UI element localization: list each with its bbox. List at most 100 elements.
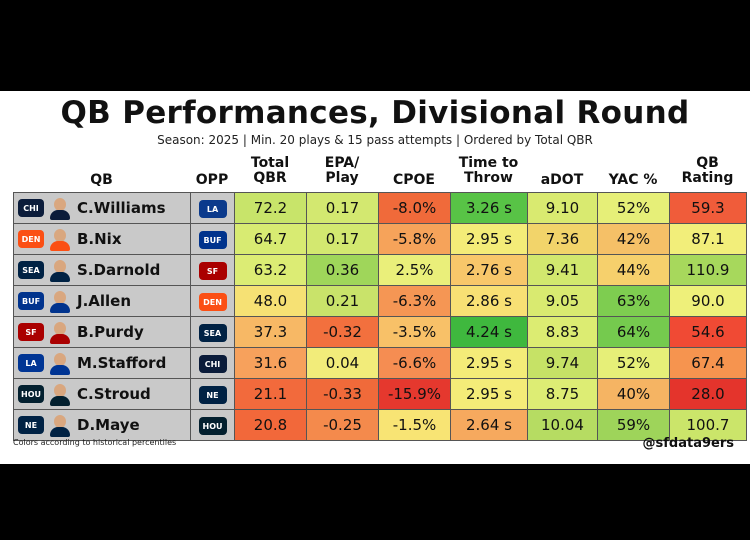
column-header-adot: aDOT [527,173,597,188]
column-header-line: EPA/ [324,155,360,171]
column-header-line: Time to [458,155,519,171]
qb-cell: LA M.Stafford [13,347,191,379]
value-cell-adot: 8.83 [527,316,598,348]
value-cell-time-to-throw: 2.76 s [450,254,528,286]
table-row: LA M.Stafford CHI 31.6 0.04 -6.6% 2.95 s 9.74 52… [13,347,747,379]
opponent-logo-icon: NE [198,386,227,405]
value-cell-time-to-throw: 2.95 s [450,347,528,379]
opponent-cell: NE [190,378,235,410]
opponent-logo-icon: BUF [198,231,227,250]
value-cell-time-to-throw: 2.64 s [450,409,528,441]
table-row: HOU C.Stroud NE 21.1 -0.33 -15.9% 2.95 s 8.75 40… [13,378,747,410]
qb-cell-content: LA M.Stafford [14,348,190,378]
headshot-jersey [50,365,70,375]
qb-cell: SF B.Purdy [13,316,191,348]
column-header-line: YAC % [608,172,658,188]
table-row: BUF J.Allen DEN 48.0 0.21 -6.3% 2.86 s 9.05 63% 9… [13,285,747,317]
value-cell-cpoe: -5.8% [378,223,451,255]
value-cell-cpoe: 2.5% [378,254,451,286]
chart-card: QB Performances, Divisional Round Season… [0,91,750,464]
table-row: NE D.Maye HOU 20.8 -0.25 -1.5% 2.64 s 10.04 59% 1… [13,409,747,441]
value-cell-total-qbr: 21.1 [234,378,307,410]
value-cell-total-qbr: 20.8 [234,409,307,441]
column-header-cpoe: CPOE [378,173,450,188]
value-cell-cpoe: -1.5% [378,409,451,441]
qb-cell: HOU C.Stroud [13,378,191,410]
headshot-face [54,229,66,242]
column-header-yac-pct: YAC % [597,173,669,188]
value-cell-yac-pct: 52% [597,347,670,379]
column-header-qb: QB [13,173,190,188]
table-row: CHI C.Williams LA 72.2 0.17 -8.0% 3.26 s 9.10 52… [13,192,747,224]
player-headshot-icon [49,227,71,251]
value-cell-time-to-throw: 4.24 s [450,316,528,348]
value-cell-cpoe: -6.3% [378,285,451,317]
value-cell-qb-rating: 28.0 [669,378,747,410]
player-headshot-icon [49,382,71,406]
opponent-logo-icon: SEA [198,324,227,343]
qb-name: J.Allen [77,292,132,310]
team-logo-icon: CHI [18,199,44,217]
credit-handle: @sfdata9ers [642,436,734,451]
headshot-jersey [50,427,70,437]
table-row: SF B.Purdy SEA 37.3 -0.32 -3.5% 4.24 s 8.83 64% 5… [13,316,747,348]
player-headshot-icon [49,289,71,313]
team-logo-icon: SEA [18,261,44,279]
value-cell-total-qbr: 37.3 [234,316,307,348]
value-cell-yac-pct: 44% [597,254,670,286]
headshot-face [54,322,66,335]
headshot-face [54,353,66,366]
team-logo-icon: NE [18,416,44,434]
headshot-face [54,198,66,211]
value-cell-time-to-throw: 3.26 s [450,192,528,224]
opponent-logo-icon: SF [198,262,227,281]
value-cell-epa-per-play: -0.25 [306,409,379,441]
column-header-line: Total [250,155,290,171]
qb-cell-content: SEA S.Darnold [14,255,190,285]
column-header-line: QBR [253,170,287,186]
column-header-line: QB [90,172,113,188]
qb-cell: NE D.Maye [13,409,191,441]
headshot-jersey [50,303,70,313]
team-logo-icon: SF [18,323,44,341]
value-cell-adot: 9.10 [527,192,598,224]
chart-title: QB Performances, Divisional Round [60,95,690,131]
value-cell-yac-pct: 42% [597,223,670,255]
value-cell-qb-rating: 67.4 [669,347,747,379]
value-cell-total-qbr: 63.2 [234,254,307,286]
column-header-line: aDOT [540,172,584,188]
player-headshot-icon [49,258,71,282]
column-header-line: Play [325,170,359,186]
qb-cell-content: HOU C.Stroud [14,379,190,409]
qb-cell-content: NE D.Maye [14,410,190,440]
column-header-line: Throw [464,170,513,186]
column-header-total-qbr: Total QBR [234,156,306,186]
qb-name: B.Purdy [77,323,144,341]
opponent-cell: CHI [190,347,235,379]
qb-cell: BUF J.Allen [13,285,191,317]
value-cell-adot: 9.05 [527,285,598,317]
value-cell-adot: 8.75 [527,378,598,410]
value-cell-yac-pct: 64% [597,316,670,348]
value-cell-qb-rating: 87.1 [669,223,747,255]
opponent-cell: BUF [190,223,235,255]
value-cell-cpoe: -3.5% [378,316,451,348]
value-cell-qb-rating: 110.9 [669,254,747,286]
column-header-line: QB [696,155,719,171]
value-cell-cpoe: -15.9% [378,378,451,410]
qb-cell-content: CHI C.Williams [14,193,190,223]
value-cell-adot: 7.36 [527,223,598,255]
value-cell-epa-per-play: -0.32 [306,316,379,348]
opponent-logo-icon: CHI [198,355,227,374]
chart-subtitle: Season: 2025 | Min. 20 plays & 15 pass a… [157,133,593,147]
column-header-line: CPOE [393,172,435,188]
qb-cell: DEN B.Nix [13,223,191,255]
qb-name: C.Williams [77,199,166,217]
column-header-epa-per-play: EPA/Play [306,156,378,186]
qb-name: B.Nix [77,230,122,248]
qb-cell-content: SF B.Purdy [14,317,190,347]
value-cell-time-to-throw: 2.95 s [450,378,528,410]
headshot-jersey [50,241,70,251]
opponent-logo-icon: HOU [198,417,227,436]
color-note: Colors according to historical percentil… [13,438,177,447]
